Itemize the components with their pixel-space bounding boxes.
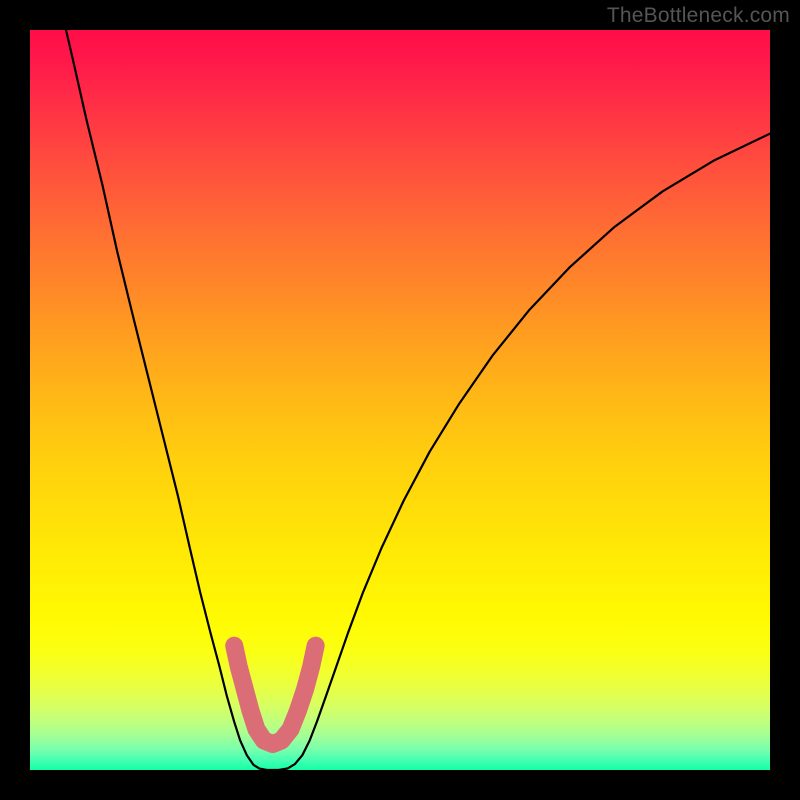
curve-layer [30, 30, 770, 770]
plot-area [30, 30, 770, 770]
chart-root: TheBottleneck.com [0, 0, 800, 800]
watermark-text: TheBottleneck.com [607, 4, 790, 28]
highlight-band [234, 646, 315, 744]
bottleneck-curve [63, 30, 770, 770]
